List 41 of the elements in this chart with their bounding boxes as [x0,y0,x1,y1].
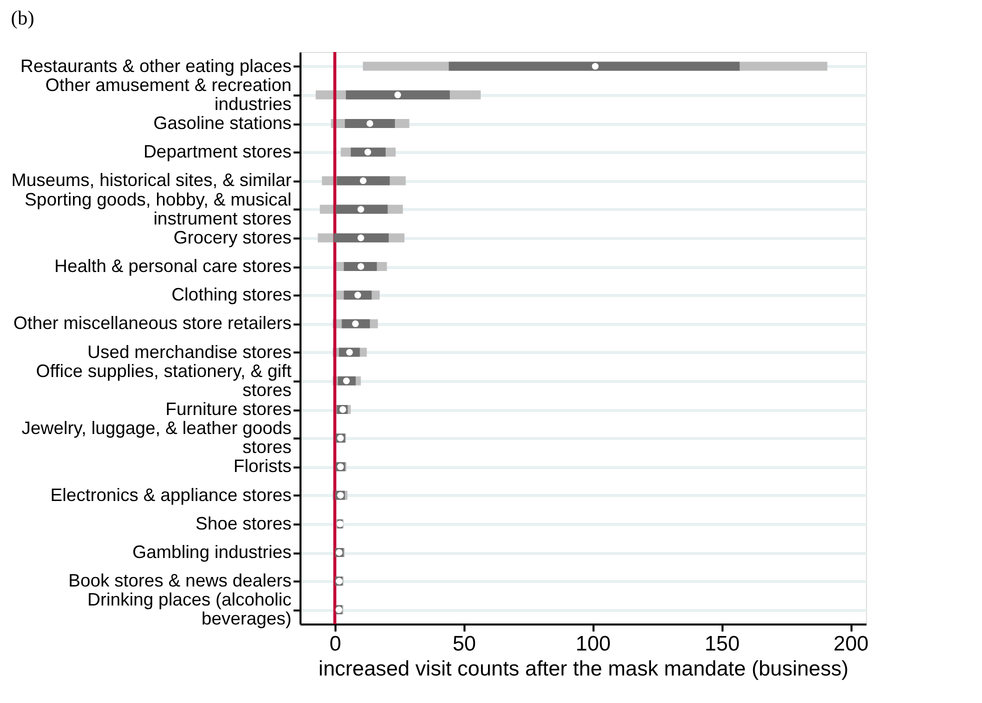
y-tick-label: Book stores & news dealers [68,570,292,591]
point [358,234,364,242]
x-tick-label: 100 [576,632,611,656]
y-tick-label: Florists [234,456,292,476]
x-tick-label: 200 [834,632,869,656]
y-tick-label: Other miscellaneous store retailers [13,313,292,334]
y-tick-label: Museums, historical sites, & similar [11,170,292,190]
y-tick-label: Health & personal care stores [54,256,292,276]
y-tick-label: Sporting goods, hobby, & musical instrument stores [24,189,292,228]
y-tick-label: Department stores [143,142,292,162]
x-tick-label: 0 [329,632,342,656]
bar [448,62,740,71]
point [592,62,599,70]
text: (b) [10,8,34,30]
bar [344,119,395,128]
y-tick-label: Shoe stores [195,513,292,534]
y-tick-label: Gasoline stations [153,113,292,133]
bar [336,204,388,214]
y-tick-label: Jewelry, luggage, & leather goods stores [22,418,292,458]
point [358,206,364,213]
bar [334,233,389,242]
point [358,263,364,270]
bar [346,90,450,100]
y-tick-label: Clothing stores [171,284,292,305]
y-tick-label: Used merchandise stores [87,342,292,362]
y-tick-label: Other amusement & recreation industries [45,74,292,114]
point [360,177,367,184]
y-tick-label: Grocery stores [173,227,292,248]
y-tick-label: Restaurants & other eating places [20,56,292,76]
point [364,148,372,156]
x-tick-label: 150 [704,632,740,656]
point [366,120,374,127]
x-axis-title: increased visit counts after the mask mandate (business) [318,658,848,680]
bar [336,176,390,186]
point [394,92,402,98]
x-tick-label: 50 [452,632,476,656]
y-tick-label: Furniture stores [165,399,292,419]
y-tick-label: Drinking places (alcoholic beverages) [87,590,292,629]
y-tick-label: Office supplies, stationery, & gift stores [36,360,292,400]
y-tick-label: Gambling industries [132,542,292,562]
y-tick-label: Electronics & appliance stores [50,484,292,505]
